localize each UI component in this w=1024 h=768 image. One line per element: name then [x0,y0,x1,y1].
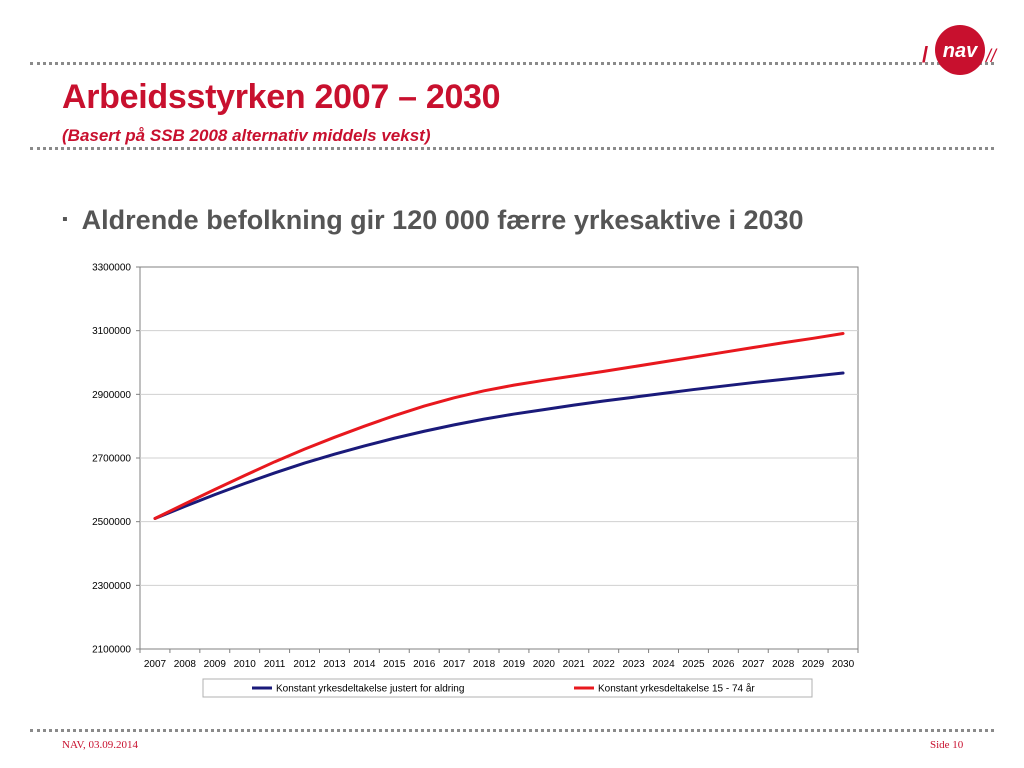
legend-label-2: Konstant yrkesdeltakelse 15 - 74 år [598,683,755,695]
x-tick-label: 2026 [712,659,735,670]
y-tick-label: 2500000 [92,517,131,528]
x-tick-label: 2029 [802,659,825,670]
x-tick-label: 2008 [174,659,197,670]
x-tick-label: 2011 [264,659,286,670]
y-tick-label: 2300000 [92,581,131,592]
x-tick-label: 2028 [772,659,795,670]
footer-dotted-divider [30,729,994,732]
bullet-marker: ▪ [62,211,68,228]
page-subtitle: (Basert på SSB 2008 alternativ middels v… [62,126,431,145]
x-tick-label: 2013 [323,659,346,670]
x-tick-label: 2016 [413,659,436,670]
chart-x-tick-labels: 2007 2008 2009 2010 2011 2012 2013 2014 2015 2016… [144,659,855,670]
x-tick-label: 2021 [563,659,586,670]
legend-label-1: Konstant yrkesdeltakelse justert for ald… [276,684,464,695]
legend-box [202,678,813,698]
svg-text:/: / [922,42,928,67]
x-tick-label: 2020 [533,659,556,670]
x-tick-label: 2018 [473,659,496,670]
footer-page-number: Side 10 [930,739,964,751]
nav-logo: / nav // [922,25,998,75]
x-tick-label: 2030 [832,659,855,670]
y-tick-label: 2900000 [92,390,131,401]
chart-y-tick-labels: 2100000 2300000 2500000 2700000 2900000 31000… [92,263,131,656]
chart-series-lines [153,332,845,520]
nav-logo-text: nav [943,40,979,62]
y-tick-label: 2700000 [92,454,131,465]
series-line-1 [153,371,845,520]
x-tick-label: 2022 [593,659,616,670]
x-tick-label: 2019 [503,659,526,670]
x-tick-label: 2023 [623,659,646,670]
x-tick-label: 2025 [682,659,705,670]
x-tick-label: 2010 [234,659,257,670]
title-dotted-divider [30,147,994,150]
x-tick-label: 2009 [204,659,227,670]
x-tick-label: 2017 [443,659,466,670]
chart-gridlines [136,266,859,653]
bullet-point: ▪ Aldrende befolkning gir 120 000 færre y… [62,205,804,236]
x-tick-label: 2015 [383,659,406,670]
y-tick-label: 2100000 [92,645,131,656]
y-tick-label: 3300000 [92,263,131,274]
series-line-2 [153,332,845,520]
page-title: Arbeidsstyrken 2007 – 2030 [62,78,501,116]
x-tick-label: 2027 [742,659,765,670]
top-dotted-divider [30,62,994,65]
svg-text://: // [984,46,998,66]
bullet-text: Aldrende befolkning gir 120 000 færre yr… [81,205,804,235]
footer-date: NAV, 03.09.2014 [62,739,138,751]
x-tick-label: 2007 [144,659,167,670]
x-tick-label: 2024 [652,659,675,670]
x-tick-label: 2012 [293,659,316,670]
chart-legend: Konstant yrkesdeltakelse justert for ald… [202,678,813,698]
x-tick-label: 2014 [353,659,376,670]
y-tick-label: 3100000 [92,326,131,337]
